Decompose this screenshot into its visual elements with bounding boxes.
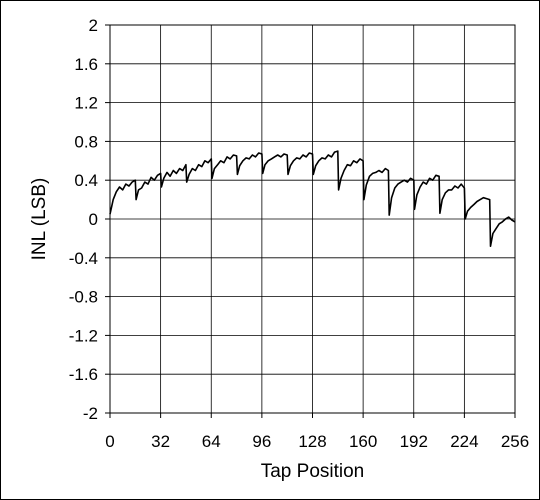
y-tick-label: -0.4 bbox=[69, 249, 98, 268]
y-tick-labels: 2 1.6 1.2 0.8 0.4 0 -0.4 -0.8 -1.2 -1.6 -2 bbox=[69, 16, 98, 423]
inl-series-line bbox=[109, 150, 516, 247]
y-axis-title: INL (LSB) bbox=[29, 178, 50, 261]
x-tick-label: 32 bbox=[151, 432, 170, 451]
y-tick-label: 0 bbox=[89, 210, 98, 229]
x-tick-labels: 0 32 64 96 128 160 192 224 256 bbox=[105, 432, 529, 451]
x-tick-label: 192 bbox=[400, 432, 428, 451]
y-tick-label: -1.2 bbox=[69, 326, 98, 345]
x-tick-label: 64 bbox=[202, 432, 221, 451]
x-tick-label: 0 bbox=[105, 432, 114, 451]
x-tick-label: 256 bbox=[501, 432, 529, 451]
x-axis-title: Tap Position bbox=[261, 461, 365, 482]
y-tick-label: 0.4 bbox=[74, 171, 98, 190]
y-tick-label: -2 bbox=[83, 404, 98, 423]
plot-area bbox=[109, 24, 516, 414]
y-tick-label: 0.8 bbox=[74, 132, 98, 151]
x-tick-label: 128 bbox=[298, 432, 326, 451]
x-tick-label: 160 bbox=[349, 432, 377, 451]
grid bbox=[105, 24, 516, 418]
y-tick-label: 1.2 bbox=[74, 94, 98, 113]
y-tick-label: 2 bbox=[89, 16, 98, 35]
y-tick-label: 1.6 bbox=[74, 55, 98, 74]
y-tick-label: -1.6 bbox=[69, 365, 98, 384]
x-tick-label: 224 bbox=[450, 432, 478, 451]
y-tick-label: -0.8 bbox=[69, 288, 98, 307]
x-tick-label: 96 bbox=[252, 432, 271, 451]
